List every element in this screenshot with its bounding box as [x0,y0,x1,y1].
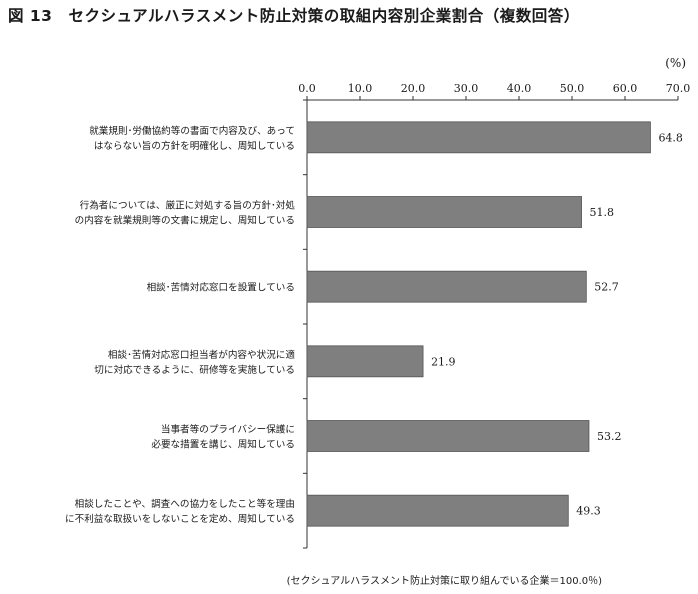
category-label: 必要な措置を講じ、周知している [151,439,295,451]
data-label: 64.8 [658,131,683,144]
data-label: 21.9 [431,355,456,368]
category-label: の内容を就業規則等の文書に規定し、周知している [75,215,295,227]
x-tick-label: 30.0 [454,82,479,95]
data-label: 49.3 [576,505,601,518]
category-label: 切に対応できるように、研修等を実施している [94,364,295,376]
x-tick-label: 0.0 [298,82,316,95]
x-tick-label: 70.0 [666,82,691,95]
category-label: 行為者については、厳正に対処する旨の方針･対処 [80,200,296,212]
bar [306,121,651,154]
bar [306,420,590,452]
category-label: 相談･苦情対応窓口を設置している [147,282,295,294]
x-tick-label: 40.0 [507,82,532,95]
bar [306,196,582,228]
x-tick-label: 50.0 [560,82,585,95]
footnote: (セクシュアルハラスメント防止対策に取り組んでいる企業＝100.0％) [286,576,602,587]
x-tick-label: 60.0 [613,82,638,95]
data-label: 51.8 [590,206,615,219]
category-label: に不利益な取扱いをしないことを定め、周知している [65,513,295,525]
data-label: 52.7 [594,281,619,294]
bar [306,494,569,527]
chart-title: 図 13 セクシュアルハラスメント防止対策の取組内容別企業割合（複数回答） [8,7,580,25]
category-label: 相談･苦情対応窓口担当者が内容や状況に適 [108,349,295,361]
bar [306,270,587,303]
data-label: 53.2 [597,430,622,443]
category-label: 当事者等のプライバシー保護に [161,424,295,436]
category-label: はならない旨の方針を明確化し、周知している [94,140,295,152]
x-tick-label: 10.0 [348,82,373,95]
x-tick-label: 20.0 [401,82,426,95]
unit-label: (%) [665,56,686,70]
category-label: 相談したことや、調査への協力をしたこと等を理由 [75,498,295,510]
category-label: 就業規則･労働協約等の書面で内容及び、あって [89,125,295,137]
bar [306,345,424,378]
